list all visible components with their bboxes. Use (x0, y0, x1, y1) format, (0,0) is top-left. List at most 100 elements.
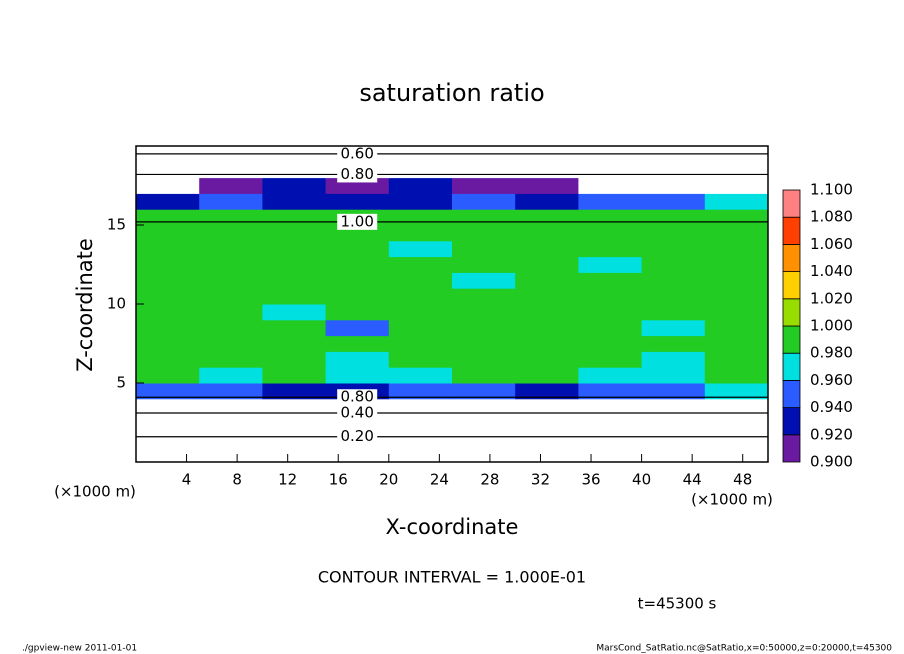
colorbar-box (782, 379, 801, 408)
cell (136, 304, 200, 321)
cell (199, 256, 263, 273)
cell (452, 367, 516, 384)
cell (641, 335, 706, 352)
cell (199, 367, 263, 384)
cell (199, 272, 263, 289)
cell (578, 177, 643, 194)
cell (578, 414, 643, 431)
contour-label: 0.20 (340, 427, 373, 445)
cell (641, 240, 706, 258)
cell (641, 177, 706, 194)
cell (704, 209, 769, 226)
cell (136, 177, 200, 194)
cell (578, 225, 643, 242)
colorbar-box (782, 434, 801, 463)
cell (262, 430, 327, 447)
cell (578, 367, 643, 384)
cell (262, 446, 327, 463)
contour-label: 0.60 (340, 144, 373, 162)
cell (578, 351, 643, 368)
cell (199, 335, 263, 352)
cell (704, 256, 769, 273)
cell (325, 193, 390, 210)
colorbar-label: 1.100 (810, 181, 853, 199)
cell (388, 446, 453, 463)
contour-label: 0.40 (340, 404, 373, 422)
cell (578, 383, 643, 400)
colorbar-label: 1.080 (810, 208, 853, 226)
cell (704, 225, 769, 242)
cell (641, 288, 706, 305)
colorbar-label: 0.960 (810, 371, 853, 389)
cell (704, 351, 769, 368)
cell (704, 319, 769, 337)
cell (704, 414, 769, 431)
cell (388, 240, 453, 258)
cell (199, 225, 263, 242)
cell (515, 240, 579, 258)
cell (641, 193, 706, 210)
cell (388, 414, 453, 431)
cell (578, 288, 643, 305)
cell (388, 161, 453, 179)
cell (452, 288, 516, 305)
cell (515, 304, 579, 321)
cell (199, 304, 263, 321)
cell (704, 398, 769, 416)
x-tick-label: 16 (329, 471, 348, 489)
cell (388, 319, 453, 337)
cell (388, 398, 453, 416)
cell (641, 209, 706, 226)
cell (136, 193, 200, 210)
footer-right: MarsCond_SatRatio.nc@SatRatio,x=0:50000,… (596, 644, 892, 654)
cell (136, 446, 200, 463)
cell (262, 319, 327, 337)
cell (325, 319, 390, 337)
cell (515, 288, 579, 305)
colorbar-box (782, 271, 801, 300)
cell (452, 304, 516, 321)
y-tick-label: 10 (107, 295, 126, 313)
cell (578, 161, 643, 179)
cell (262, 272, 327, 289)
x-axis-label: X-coordinate (386, 515, 519, 539)
colorbar-box (782, 243, 801, 272)
cell (136, 383, 200, 400)
cell (704, 193, 769, 210)
contour-label-bg (337, 213, 378, 230)
cell (452, 225, 516, 242)
cell (388, 367, 453, 384)
x-tick-label: 8 (232, 471, 242, 489)
cell (515, 209, 579, 226)
colorbar-label: 0.980 (810, 344, 853, 362)
cell (388, 256, 453, 273)
cell (704, 272, 769, 289)
cell (515, 225, 579, 242)
cell (325, 288, 390, 305)
contour-label: 1.00 (340, 212, 373, 230)
contour-label: 0.80 (340, 388, 373, 406)
cell (704, 240, 769, 258)
cell (452, 351, 516, 368)
x-tick-label: 20 (379, 471, 398, 489)
cell (578, 335, 643, 352)
cell (515, 398, 579, 416)
cell (388, 225, 453, 242)
cell (452, 446, 516, 463)
cell (199, 240, 263, 258)
cell (388, 430, 453, 447)
cell (262, 256, 327, 273)
cell (262, 288, 327, 305)
contour-label: 0.80 (340, 165, 373, 183)
cell (262, 225, 327, 242)
cell (388, 383, 453, 400)
cell (388, 272, 453, 289)
cell (704, 161, 769, 179)
cell (515, 430, 579, 447)
cell (641, 319, 706, 337)
cell (452, 335, 516, 352)
cell (388, 193, 453, 210)
cell (641, 367, 706, 384)
cell (578, 319, 643, 337)
cell (704, 367, 769, 384)
